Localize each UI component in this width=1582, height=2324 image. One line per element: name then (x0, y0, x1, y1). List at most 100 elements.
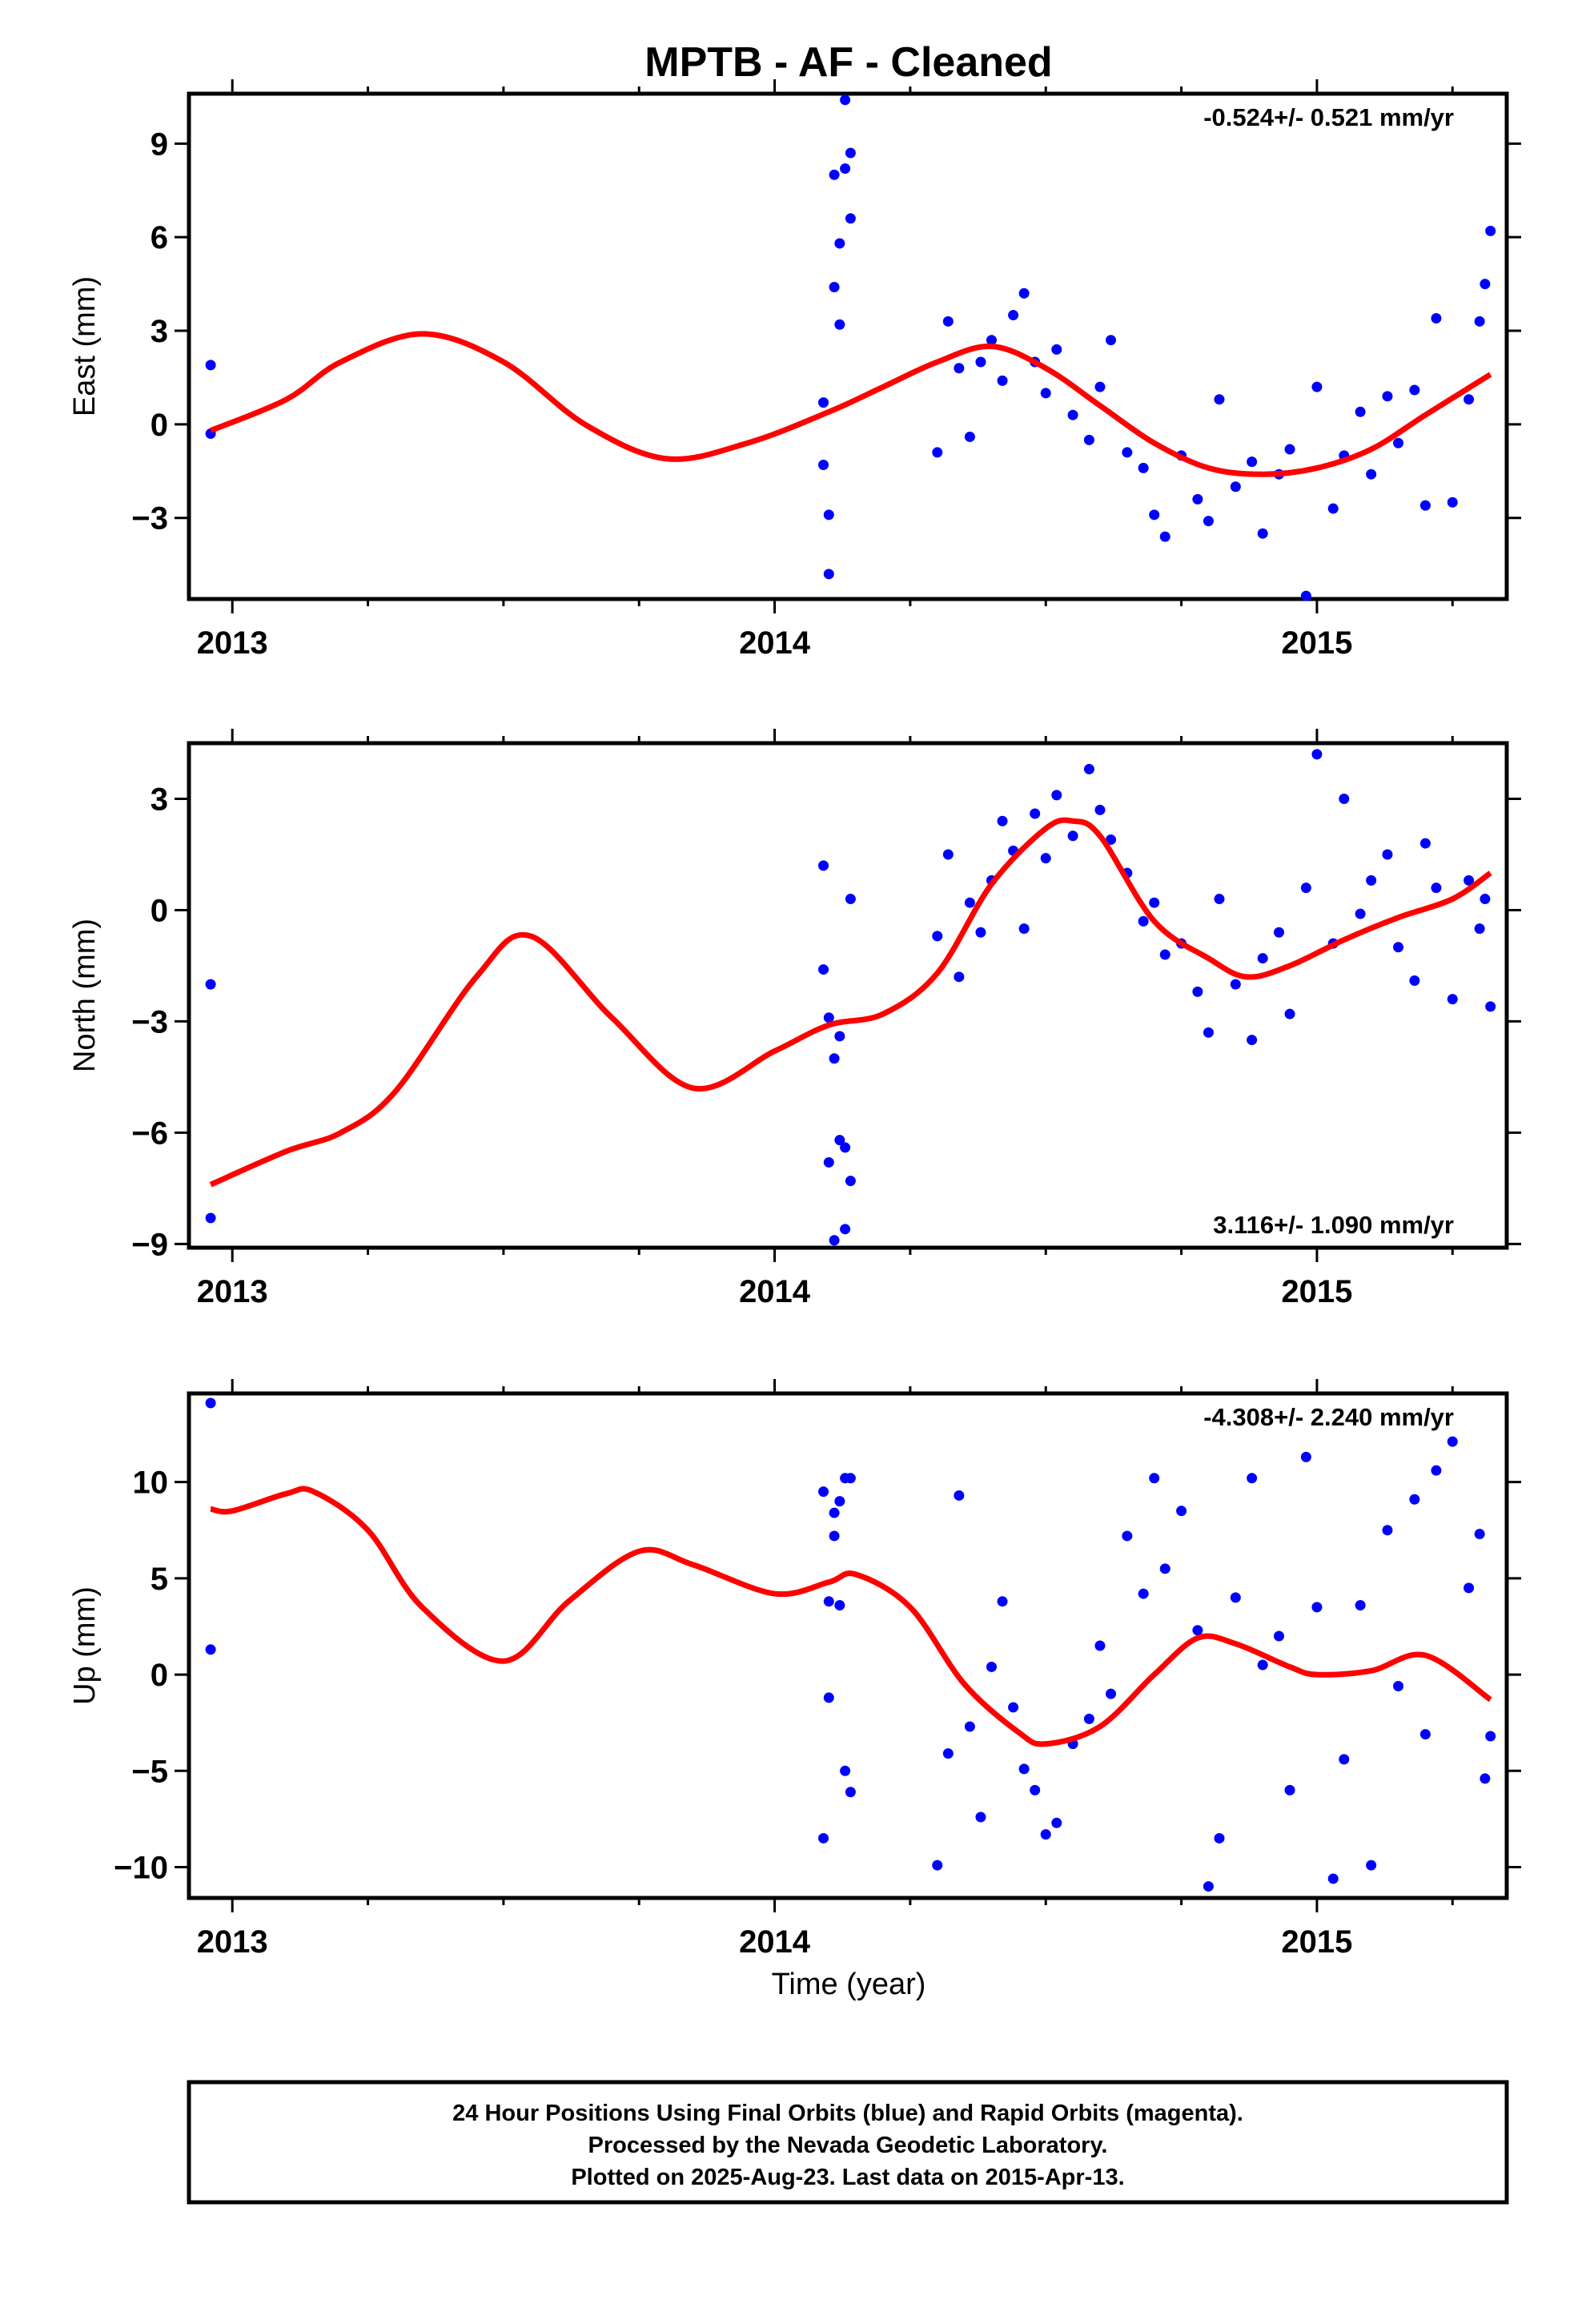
up-fit-curve (210, 1486, 1492, 1747)
east-data-point (840, 163, 851, 174)
up-y-axis-label: Up (mm) (68, 1586, 102, 1705)
up-velocity-label: -4.308+/- 2.240 mm/yr (1203, 1403, 1454, 1431)
up-data-point (829, 1530, 840, 1542)
north-data-point (1300, 883, 1311, 894)
up-x-tick-label: 2014 (739, 1924, 811, 1960)
up-data-point (205, 1644, 216, 1655)
x-axis-label: Time (year) (772, 1968, 926, 2001)
up-panel: 2013 2014 2015 −10 −5 0 5 10 Up (mm) -4.308+/- 2.… (68, 1379, 1521, 1960)
north-data-point (1192, 986, 1203, 997)
up-data-point (845, 1787, 856, 1798)
north-data-point (823, 1012, 834, 1023)
up-y-tick-label: 0 (151, 1658, 168, 1693)
up-data-point (823, 1692, 834, 1703)
north-data-point (1431, 883, 1442, 894)
east-data-point (818, 397, 829, 408)
east-data-point (1067, 409, 1078, 420)
up-data-point (834, 1496, 845, 1507)
footer-box: 24 Hour Positions Using Final Orbits (bl… (187, 2080, 1509, 2205)
east-data-point (1257, 528, 1268, 539)
up-data-point (205, 1397, 216, 1409)
east-data-point (829, 281, 840, 292)
north-data-point (823, 1156, 834, 1168)
north-y-tick-label: −9 (131, 1227, 168, 1262)
up-data-point (1138, 1588, 1149, 1599)
east-data-point (845, 147, 856, 159)
north-data-point (1474, 923, 1485, 935)
north-velocity-label: 3.116+/- 1.090 mm/yr (1213, 1211, 1454, 1239)
up-data-point (1247, 1473, 1258, 1484)
up-data-point (1485, 1731, 1496, 1742)
east-data-point (975, 356, 986, 368)
north-data-point (1257, 953, 1268, 964)
up-data-point (1106, 1688, 1117, 1699)
east-data-point (823, 569, 834, 580)
north-data-point (1040, 853, 1051, 864)
east-data-point (1419, 500, 1431, 511)
north-data-point (1138, 915, 1149, 927)
east-data-point (1051, 344, 1062, 355)
east-y-tick-label: 3 (151, 314, 168, 349)
east-data-point (1018, 287, 1030, 299)
north-data-point (818, 860, 829, 871)
up-data-point (1284, 1784, 1295, 1795)
up-x-tick-label: 2015 (1281, 1924, 1352, 1960)
north-data-point (840, 1224, 851, 1235)
north-data-point (942, 849, 954, 860)
up-y-tick-label: 5 (151, 1562, 168, 1597)
up-data-point (1419, 1729, 1431, 1740)
east-data-point (1040, 388, 1051, 399)
north-data-point (1106, 834, 1117, 845)
north-data-point (845, 894, 856, 905)
east-x-tick-label: 2015 (1281, 625, 1352, 661)
up-data-point (942, 1748, 954, 1759)
up-data-point (845, 1473, 856, 1484)
north-data-point (932, 931, 943, 942)
north-data-point (829, 1053, 840, 1064)
north-data-point (1355, 908, 1366, 919)
up-data-point (829, 1507, 840, 1518)
up-y-tick-label: −5 (131, 1754, 168, 1789)
north-y-tick-label: 0 (151, 893, 168, 928)
north-data-point (829, 1235, 840, 1246)
up-data-point (818, 1832, 829, 1844)
footer-line-3: Plotted on 2025-Aug-23. Last data on 201… (571, 2165, 1124, 2190)
up-data-point (1230, 1592, 1241, 1603)
north-data-point (1274, 927, 1285, 938)
east-y-tick-label: 0 (151, 408, 168, 443)
up-data-point (834, 1600, 845, 1611)
up-data-point (840, 1765, 851, 1776)
north-data-point (1409, 975, 1420, 986)
east-plot-frame (187, 91, 1509, 601)
up-data-point (1274, 1630, 1285, 1642)
up-data-point (818, 1486, 829, 1498)
up-data-point (1214, 1832, 1225, 1844)
north-x-tick-label: 2013 (197, 1274, 268, 1309)
up-data-point (1008, 1702, 1019, 1713)
east-data-point (1247, 456, 1258, 468)
east-data-point (986, 335, 998, 346)
north-data-point (1311, 749, 1323, 760)
north-data-point (1339, 793, 1350, 804)
east-data-point (1355, 406, 1366, 417)
east-data-point (1431, 312, 1442, 324)
east-data-point (1393, 437, 1404, 448)
up-data-point (954, 1490, 965, 1501)
up-data-point (975, 1811, 986, 1823)
east-data-point (1008, 310, 1019, 321)
east-data-point (1284, 444, 1295, 455)
up-data-point (1474, 1529, 1485, 1540)
east-data-point (1300, 590, 1311, 601)
up-x-tick-label: 2013 (197, 1924, 268, 1960)
north-data-point (1464, 875, 1475, 886)
north-data-point (840, 1142, 851, 1153)
east-data-point (1149, 509, 1160, 521)
up-data-point (1409, 1494, 1420, 1505)
east-data-point (1106, 335, 1117, 346)
up-data-point (1366, 1860, 1377, 1871)
up-data-point (1192, 1625, 1203, 1636)
north-data-point (1030, 808, 1041, 819)
north-y-tick-label: −6 (131, 1116, 168, 1151)
north-data-point (1203, 1027, 1214, 1038)
north-data-point (205, 1212, 216, 1224)
